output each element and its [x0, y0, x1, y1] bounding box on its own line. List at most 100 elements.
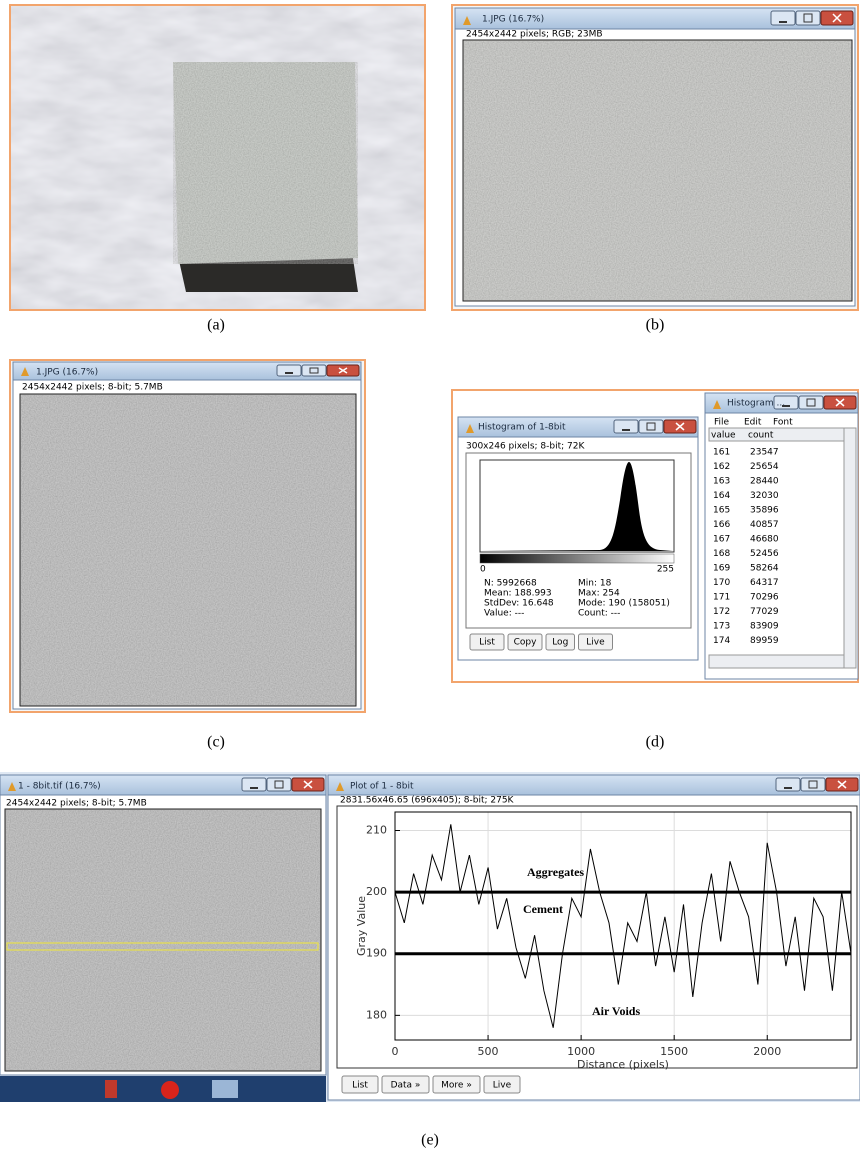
cell: 40857: [750, 520, 779, 530]
image-info: 300x246 pixels; 8-bit; 72K: [466, 442, 585, 452]
window-title: 1.JPG (16.7%): [36, 368, 98, 378]
cell: 25654: [750, 462, 779, 472]
stat: StdDev: 16.648: [484, 599, 554, 609]
h-scrollbar: [709, 655, 844, 668]
menu-item: Font: [773, 418, 793, 428]
taskbar-icon: [105, 1080, 117, 1098]
image-info: 2831.56x46.65 (696x405); 8-bit; 275K: [340, 796, 515, 806]
window-title: 1 - 8bit.tif (16.7%): [18, 782, 101, 792]
cell: 168: [713, 549, 730, 559]
x-tick-label: 0: [392, 1045, 399, 1058]
image-info: 2454x2442 pixels; 8-bit; 5.7MB: [6, 799, 147, 809]
minimize-button: [277, 365, 301, 376]
cell: 171: [713, 593, 730, 603]
cell: 174: [713, 636, 730, 646]
stat: Min: 18: [578, 579, 612, 589]
cell: 58264: [750, 564, 779, 574]
button-label: Data »: [391, 1081, 421, 1091]
image-texture: [21, 395, 355, 705]
cell: 172: [713, 607, 730, 617]
maximize-button: [801, 778, 825, 791]
menu-item: File: [714, 418, 730, 428]
maximize-button: [302, 365, 326, 376]
image-info: 2454x2442 pixels; 8-bit; 5.7MB: [22, 383, 163, 393]
y-axis-label: Gray Value: [355, 896, 368, 956]
image-info: 2454x2442 pixels; RGB; 23MB: [466, 30, 603, 40]
axis-max: 255: [657, 565, 674, 575]
panel-a: (a): [10, 5, 425, 334]
cell: 52456: [750, 549, 779, 559]
caption: (d): [646, 734, 665, 751]
cell: 173: [713, 622, 730, 632]
cell: 161: [713, 448, 730, 458]
cell: 70296: [750, 593, 779, 603]
maximize-button: [267, 778, 291, 791]
x-tick-label: 2000: [753, 1045, 781, 1058]
gray-scale-bar: [480, 554, 674, 563]
axis-min: 0: [480, 565, 486, 575]
cell: 23547: [750, 448, 779, 458]
cell: 32030: [750, 491, 779, 501]
annotation: Air Voids: [592, 1004, 640, 1018]
panel-c: 1.JPG (16.7%) 2454x2442 pixels; 8-bit; 5…: [10, 360, 365, 751]
cell: 77029: [750, 607, 779, 617]
minimize-button: [776, 778, 800, 791]
cell: 170: [713, 578, 730, 588]
y-tick-label: 180: [366, 1008, 387, 1021]
image-texture: [6, 810, 320, 1070]
cell: 46680: [750, 535, 779, 545]
panel-e: 1 - 8bit.tif (16.7%) 2454x2442 pixels; 8…: [0, 772, 860, 1149]
stat: Mode: 190 (158051): [578, 599, 670, 609]
maximize-button: [639, 420, 663, 433]
cell: 89959: [750, 636, 779, 646]
stat: Max: 254: [578, 589, 620, 599]
stat: Count: ---: [578, 609, 620, 619]
button-label: List: [479, 638, 495, 648]
window-title: Plot of 1 - 8bit: [350, 782, 414, 792]
caption: (a): [207, 317, 225, 334]
stat: N: 5992668: [484, 579, 537, 589]
annotation: Cement: [523, 902, 563, 916]
page: {"panels": { "a": {"label": "(a)"}, "b":…: [0, 0, 860, 1160]
column-header: value: [711, 431, 736, 441]
cell: 169: [713, 564, 730, 574]
window-title: Histogram ...: [727, 399, 785, 409]
stat: Value: ---: [484, 609, 524, 619]
column-header: count: [748, 431, 774, 441]
caption: (e): [421, 1132, 439, 1149]
cell: 166: [713, 520, 730, 530]
cell: 83909: [750, 622, 779, 632]
taskbar-icon: [212, 1080, 238, 1098]
plot-area: [337, 806, 857, 1068]
taskbar-icon: [161, 1081, 179, 1099]
maximize-button: [799, 396, 823, 409]
button-label: More »: [441, 1081, 472, 1091]
image-texture: [464, 41, 851, 300]
cell: 165: [713, 506, 730, 516]
window-title: 1.JPG (16.7%): [482, 15, 544, 25]
y-tick-label: 200: [366, 885, 387, 898]
cell: 162: [713, 462, 730, 472]
cell: 163: [713, 477, 730, 487]
y-tick-label: 210: [366, 823, 387, 836]
window-title: Histogram of 1-8bit: [478, 423, 566, 433]
x-tick-label: 1500: [660, 1045, 688, 1058]
button-label: List: [352, 1081, 368, 1091]
button-label: Live: [493, 1081, 512, 1091]
y-tick-label: 190: [366, 947, 387, 960]
minimize-button: [242, 778, 266, 791]
cell: 167: [713, 535, 730, 545]
x-axis-label: Distance (pixels): [577, 1058, 669, 1071]
figure: (a) 1.JPG (16.7%) 2454x2442 pixels; RGB;…: [0, 0, 860, 1160]
maximize-button: [796, 11, 820, 25]
panel-b: 1.JPG (16.7%) 2454x2442 pixels; RGB; 23M…: [452, 5, 858, 334]
menu-item: Edit: [744, 418, 762, 428]
cell: 64317: [750, 578, 779, 588]
cell: 164: [713, 491, 730, 501]
stat: Mean: 188.993: [484, 589, 552, 599]
cell: 28440: [750, 477, 779, 487]
button-label: Live: [586, 638, 605, 648]
block-texture: [173, 62, 358, 264]
caption: (b): [646, 317, 665, 334]
minimize-button: [614, 420, 638, 433]
